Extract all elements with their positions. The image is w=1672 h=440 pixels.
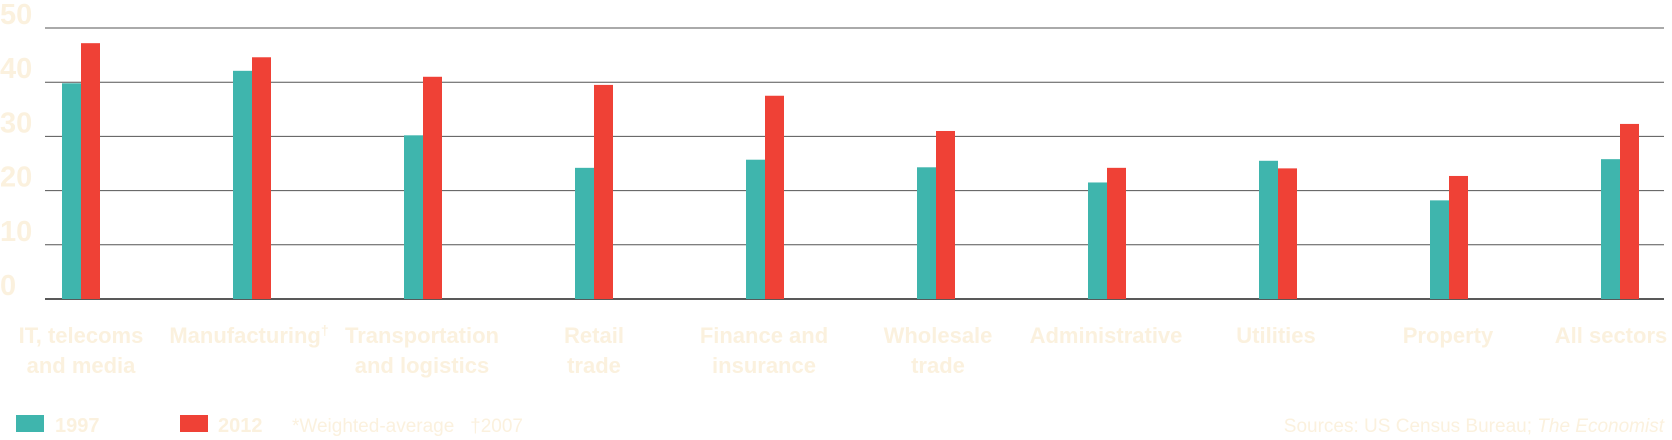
category-label: Property	[1403, 323, 1494, 348]
bar-2012-6	[1107, 167, 1126, 299]
legend: 1997 2012	[16, 415, 263, 437]
bar-1997-6	[1088, 182, 1107, 299]
bar-2012-4	[765, 95, 784, 299]
bar-2012-2	[423, 76, 442, 299]
bar-2012-8	[1449, 175, 1468, 299]
y-tick-label: 20	[0, 162, 32, 194]
bar-1997-2	[404, 135, 423, 299]
bar-2012-9	[1620, 123, 1639, 300]
y-tick-label: 10	[0, 216, 32, 248]
gridlines	[45, 27, 1664, 300]
bar-1997-8	[1430, 200, 1449, 299]
bar-1997-9	[1601, 159, 1620, 299]
category-label: Transportation and logistics	[345, 323, 499, 378]
bar-2012-7	[1278, 168, 1297, 299]
y-axis-ticks: 0 10 20 30 40 50	[0, 0, 32, 302]
footnote: *Weighted-average †2007	[292, 416, 523, 437]
category-label: Utilities	[1236, 323, 1315, 348]
legend-label-1997: 1997	[55, 415, 100, 437]
category-label: Manufacturing†	[169, 322, 328, 348]
category-label: Wholesale trade	[884, 323, 993, 378]
source-note: Sources: US Census Bureau; The Economist	[1284, 416, 1665, 437]
y-tick-label: 0	[0, 270, 16, 302]
bar-1997-1	[233, 70, 252, 300]
category-label: Finance and insurance	[700, 323, 828, 378]
source-prefix: Sources: US Census Bureau;	[1284, 416, 1537, 437]
bar-1997-4	[746, 159, 765, 299]
legend-swatch-1997	[16, 415, 44, 432]
bars	[62, 43, 1639, 300]
bar-2012-0	[81, 43, 100, 300]
bar-2012-1	[252, 57, 271, 299]
legend-swatch-2012	[180, 415, 208, 432]
bar-2012-5	[936, 130, 955, 299]
bar-2012-3	[594, 84, 613, 299]
y-tick-label: 30	[0, 107, 32, 139]
category-label: Administrative	[1030, 323, 1183, 348]
y-tick-label: 40	[0, 53, 32, 85]
category-label: IT, telecoms and media	[19, 323, 144, 378]
category-label: Retail trade	[564, 323, 624, 378]
y-tick-label: 50	[0, 0, 32, 31]
legend-label-2012: 2012	[218, 415, 263, 437]
bar-1997-0	[62, 83, 81, 299]
bar-1997-5	[917, 167, 936, 299]
bar-1997-3	[575, 167, 594, 299]
source-italic: The Economist	[1537, 416, 1664, 437]
x-axis-labels: IT, telecoms and media Manufacturing† Trans…	[19, 322, 1668, 378]
bar-1997-7	[1259, 160, 1278, 299]
category-label: All sectors	[1555, 323, 1668, 348]
